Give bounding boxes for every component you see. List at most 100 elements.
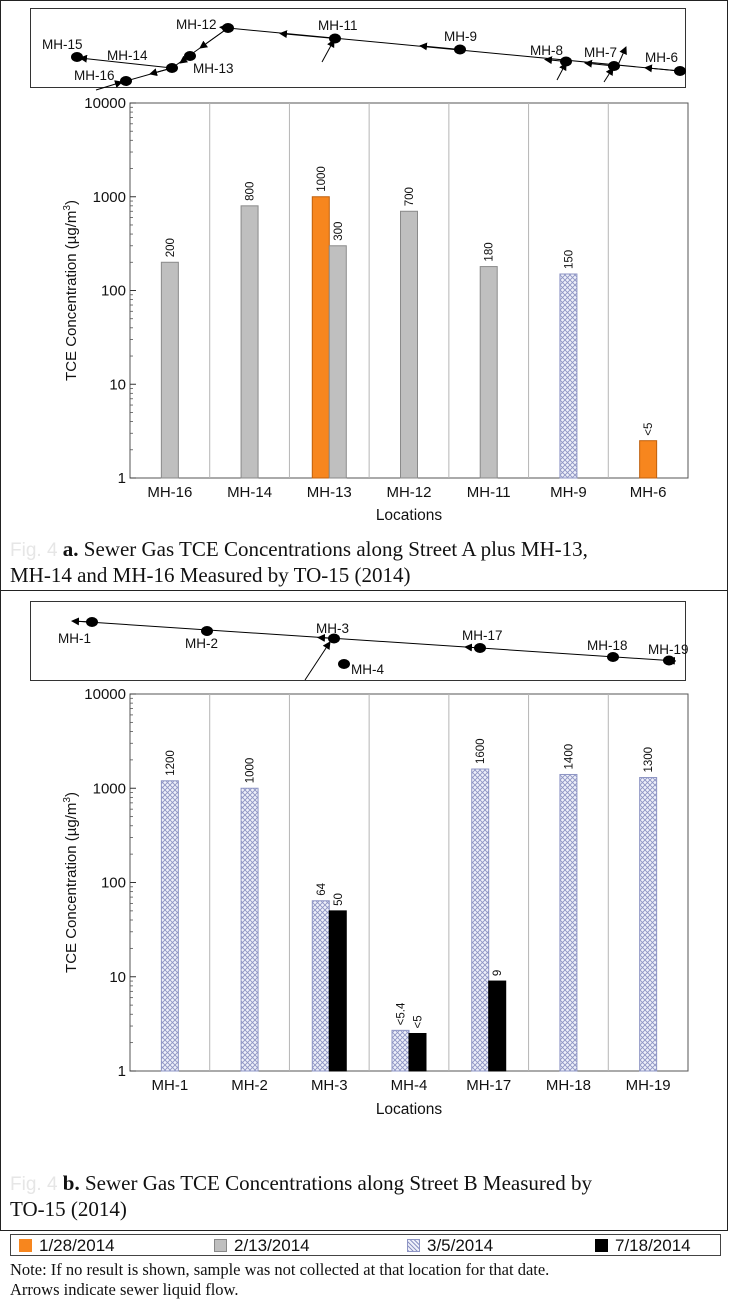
caption-a-fig: Fig. 4 xyxy=(10,540,58,561)
caption-a-letter: a. xyxy=(62,537,79,561)
data-label: 1600 xyxy=(475,738,487,764)
caption-a: Fig. 4 a. Sewer Gas TCE Concentrations a… xyxy=(10,537,588,587)
legend-item-1: 2/13/2014 xyxy=(214,1236,310,1256)
x-axis-label: Locations xyxy=(376,1101,443,1118)
y-tick-label: 10 xyxy=(109,376,126,393)
manhole-marker xyxy=(222,23,234,33)
manhole-marker xyxy=(560,56,572,67)
manhole-marker xyxy=(184,51,196,61)
y-tick-label: 1 xyxy=(118,1063,126,1080)
chart-street-b: 1 10 100 1000 10000 TCE Concentration (µg/m3)… xyxy=(62,686,689,1118)
bar xyxy=(328,910,347,1072)
data-label: 180 xyxy=(484,242,496,261)
legend-swatch-1 xyxy=(214,1239,227,1252)
data-label: 1300 xyxy=(643,747,655,773)
x-tick-label: MH-2 xyxy=(231,1077,268,1094)
y-tick-label: 1000 xyxy=(93,189,126,206)
x-tick-label: MH-12 xyxy=(386,484,431,501)
manhole-marker xyxy=(338,659,350,669)
data-label: 1000 xyxy=(245,758,257,784)
x-tick-label: MH-9 xyxy=(550,484,587,501)
caption-a-text: Sewer Gas TCE Concentrations along Stree… xyxy=(78,537,588,561)
map-label-mh-7: MH-7 xyxy=(584,45,617,60)
bar xyxy=(328,245,347,479)
data-label: 1000 xyxy=(316,166,328,192)
map-a-box xyxy=(30,8,686,88)
y-axis-label-superscript: 3 xyxy=(62,797,73,803)
y-tick-label: 100 xyxy=(101,283,126,300)
legend-item-2: 3/5/2014 xyxy=(407,1236,493,1256)
data-label: 64 xyxy=(316,882,328,895)
x-tick-label: MH-3 xyxy=(311,1077,348,1094)
sewer-line xyxy=(72,620,677,662)
map-label-mh-12: MH-12 xyxy=(176,17,217,32)
legend-swatch-3 xyxy=(595,1239,608,1252)
y-tick-label: 1000 xyxy=(93,780,126,797)
bar xyxy=(471,768,490,1072)
y-tick-label: 100 xyxy=(101,875,126,892)
x-tick-label: MH-17 xyxy=(466,1077,511,1094)
map-label-mh-1: MH-1 xyxy=(58,631,91,646)
map-label-mh-11: MH-11 xyxy=(318,18,358,33)
bar xyxy=(240,787,259,1072)
manhole-marker xyxy=(120,76,132,86)
y-axis-label-text: TCE Concentration (µg/m xyxy=(63,211,80,381)
bar xyxy=(311,900,330,1072)
bar xyxy=(391,1029,410,1072)
bar xyxy=(311,196,330,479)
data-label: 200 xyxy=(165,238,177,257)
manhole-marker xyxy=(201,626,213,636)
manhole-marker xyxy=(71,52,83,62)
legend: 1/28/2014 2/13/2014 3/5/2014 7/18/2014 xyxy=(10,1234,721,1256)
manhole-marker xyxy=(607,652,619,662)
map-label-mh-4: MH-4 xyxy=(351,662,384,677)
plot-area xyxy=(129,693,689,1072)
figure-note: Note: If no result is shown, sample was … xyxy=(10,1260,549,1300)
y-tick-label: 10000 xyxy=(84,686,126,703)
legend-label-0: 1/28/2014 xyxy=(39,1236,115,1255)
data-label: 700 xyxy=(404,187,416,206)
x-tick-label: MH-4 xyxy=(391,1077,428,1094)
sewer-map-street-b: MH-1 MH-2 MH-3 MH-4 MH-17 MH-18 MH-19 xyxy=(58,617,689,681)
legend-label-2: 3/5/2014 xyxy=(427,1236,494,1255)
data-label: 300 xyxy=(333,222,345,241)
bar xyxy=(240,205,259,479)
bar xyxy=(479,266,498,479)
y-tick-label: 10 xyxy=(109,969,126,986)
caption-b-fig: Fig. 4 xyxy=(10,1174,58,1195)
x-tick-label: MH-14 xyxy=(227,484,272,501)
data-label: 50 xyxy=(333,893,345,906)
map-label-mh-9: MH-9 xyxy=(444,29,477,44)
chart-street-a: 1 10 100 1000 10000 TCE Concentration (µg/m3)… xyxy=(62,95,689,524)
flow-arrow xyxy=(617,46,627,66)
manhole-marker xyxy=(608,61,620,71)
x-tick-label: MH-11 xyxy=(467,484,511,501)
map-label-mh-16: MH-16 xyxy=(74,68,115,83)
manhole-marker xyxy=(166,63,178,73)
flow-arrow xyxy=(279,30,336,39)
y-axis-label-end: ) xyxy=(63,200,80,205)
data-label: 150 xyxy=(563,250,575,269)
map-label-mh-17: MH-17 xyxy=(462,628,503,643)
data-label: <5.4 xyxy=(396,1002,408,1025)
x-axis-label: Locations xyxy=(376,507,443,524)
x-tick-label: MH-1 xyxy=(152,1077,189,1094)
map-b-box xyxy=(30,601,686,681)
flow-arrow xyxy=(304,641,331,681)
map-label-mh-15: MH-15 xyxy=(42,37,83,52)
caption-b-letter: b. xyxy=(62,1171,80,1195)
manhole-marker xyxy=(328,633,340,644)
note-line-1: Note: If no result is shown, sample was … xyxy=(10,1260,550,1279)
data-label: 1400 xyxy=(563,744,575,770)
manhole-marker xyxy=(474,643,486,653)
map-label-mh-8: MH-8 xyxy=(530,43,563,58)
manhole-marker xyxy=(329,33,341,44)
x-tick-label: MH-6 xyxy=(630,484,667,501)
data-label: 1200 xyxy=(165,750,177,776)
map-label-mh-13: MH-13 xyxy=(193,61,234,76)
legend-item-0: 1/28/2014 xyxy=(19,1236,115,1256)
legend-swatch-0 xyxy=(19,1239,32,1252)
bar xyxy=(639,777,658,1072)
y-tick-label: 10000 xyxy=(84,95,126,112)
flow-arrow xyxy=(95,80,123,91)
